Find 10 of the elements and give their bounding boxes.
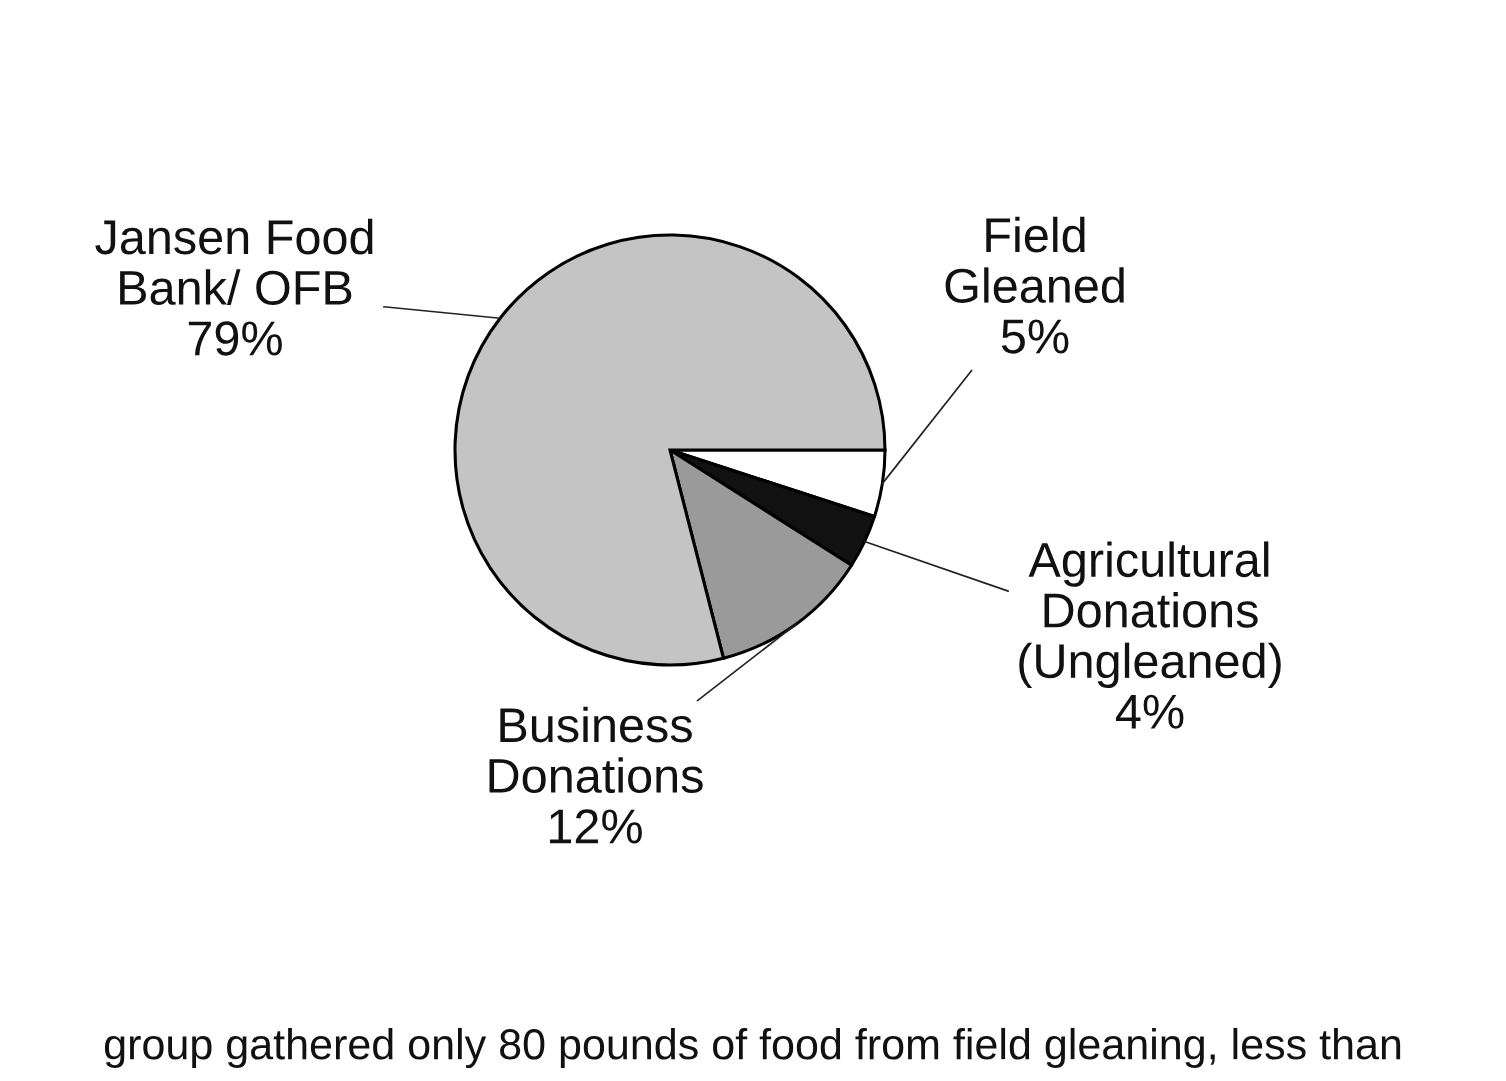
slice-label: Field Gleaned xyxy=(945,216,1124,304)
slice-label: Business Donations xyxy=(489,706,703,794)
slice-label: Agricultural Donations (Ungleaned) xyxy=(1019,541,1281,688)
data-label: 5% xyxy=(1001,319,1069,354)
data-label: 4% xyxy=(1115,694,1184,729)
data-label: 79% xyxy=(188,321,282,356)
data-label: 12% xyxy=(550,809,642,844)
text: group gathered only 80 pounds of food from field gleaning, less than xyxy=(104,1027,1401,1069)
pie-slice xyxy=(453,233,887,667)
slice-label: Jansen Food Bank/ OFB xyxy=(95,218,373,306)
